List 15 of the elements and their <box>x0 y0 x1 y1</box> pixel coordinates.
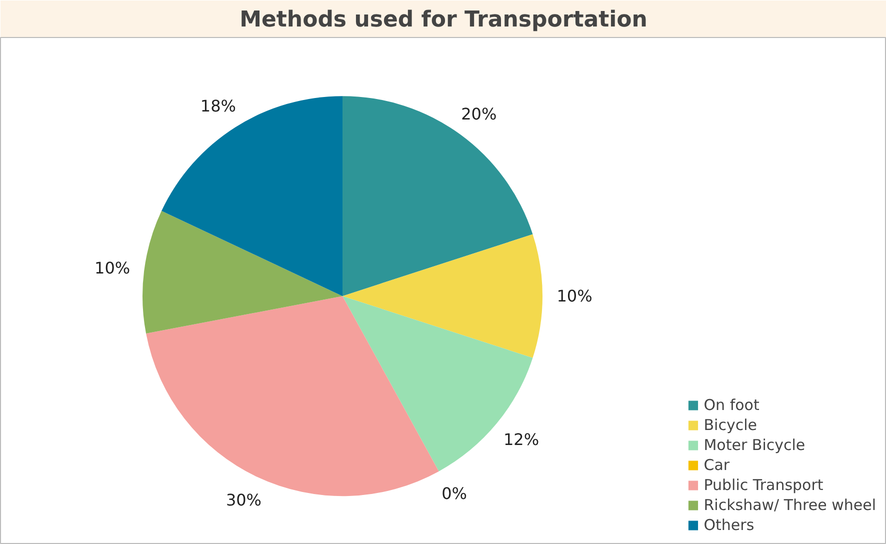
data-label: 10% <box>94 258 130 278</box>
chart-title: Methods used for Transportation <box>240 8 648 32</box>
legend-label: Car <box>704 456 730 474</box>
data-label: 12% <box>503 430 540 450</box>
legend-label: Moter Bicycle <box>704 436 806 454</box>
legend-label: Others <box>704 516 754 534</box>
legend-label: Bicycle <box>704 416 757 434</box>
data-label: 18% <box>200 96 236 116</box>
legend-label: Rickshaw/ Three wheel <box>704 496 876 514</box>
data-label: 20% <box>461 104 497 124</box>
legend-label: On foot <box>704 396 760 414</box>
data-label: 30% <box>226 490 262 510</box>
legend-label: Public Transport <box>704 476 824 494</box>
data-label: 10% <box>556 286 592 306</box>
text: 0% <box>442 484 467 503</box>
